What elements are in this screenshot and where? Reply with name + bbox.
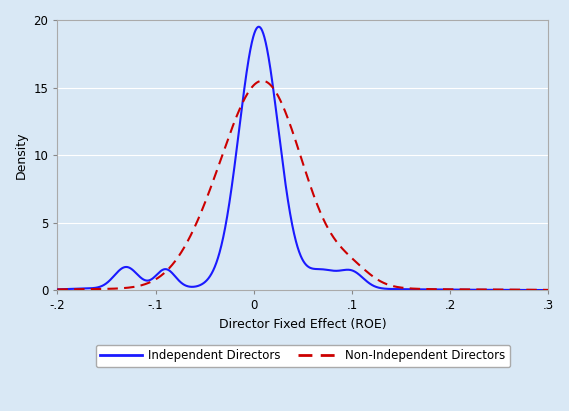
Y-axis label: Density: Density bbox=[15, 132, 28, 179]
Legend: Independent Directors, Non-Independent Directors: Independent Directors, Non-Independent D… bbox=[96, 345, 510, 367]
X-axis label: Director Fixed Effect (ROE): Director Fixed Effect (ROE) bbox=[219, 318, 387, 331]
